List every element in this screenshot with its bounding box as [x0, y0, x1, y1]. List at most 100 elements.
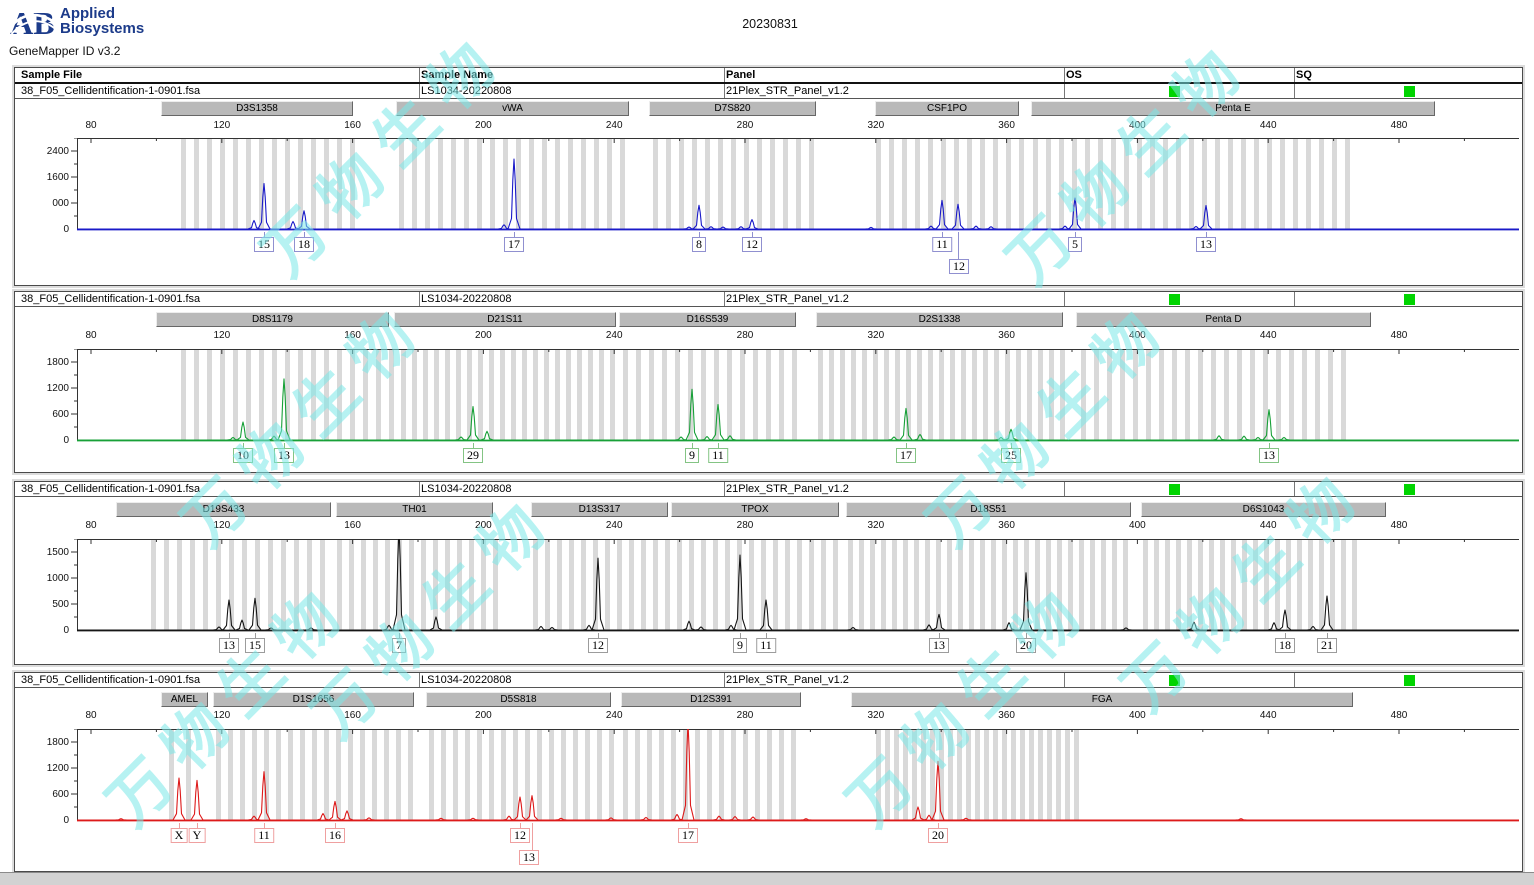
- x-axis-label: 480: [1390, 120, 1408, 131]
- x-axis-label: 440: [1259, 520, 1277, 531]
- allele-label[interactable]: 15: [245, 638, 265, 653]
- allele-leader-line: [938, 823, 939, 828]
- sample-file-cell: 38_F05_Cellidentification-1-0901.fsa: [21, 483, 201, 495]
- allele-label[interactable]: 17: [678, 828, 698, 843]
- allele-label[interactable]: Y: [188, 828, 206, 843]
- allele-label[interactable]: X: [170, 828, 188, 843]
- x-axis-label: 480: [1390, 520, 1408, 531]
- x-axis-label: 400: [1129, 330, 1146, 341]
- column-divider: [419, 673, 420, 687]
- allele-label[interactable]: 13: [1196, 237, 1216, 252]
- horizontal-scrollbar[interactable]: [0, 872, 1534, 885]
- marker-box-D12S391: D12S391: [621, 692, 801, 707]
- allele-label[interactable]: 13: [219, 638, 239, 653]
- allele-leader-line: [1327, 633, 1328, 638]
- column-divider: [1294, 482, 1295, 496]
- marker-box-D13S317: D13S317: [531, 502, 668, 517]
- allele-label[interactable]: 9: [685, 448, 699, 463]
- allele-leader-line: [179, 823, 180, 828]
- allele-leader-line: [906, 443, 907, 448]
- y-axis-label: 1200: [46, 383, 69, 394]
- sample-row[interactable]: 38_F05_Cellidentification-1-0901.fsa LS10…: [15, 292, 1522, 307]
- y-axis-label: 0: [63, 224, 69, 235]
- allele-label[interactable]: 15: [254, 237, 274, 252]
- allele-label[interactable]: 7: [392, 638, 406, 653]
- sample-row[interactable]: 38_F05_Cellidentification-1-0901.fsa LS10…: [15, 673, 1522, 688]
- allele-label[interactable]: 11: [708, 448, 728, 463]
- y-axis-label: 0: [63, 625, 69, 636]
- allele-label[interactable]: 21: [1317, 638, 1337, 653]
- allele-label[interactable]: 17: [504, 237, 524, 252]
- y-axis-label: 1800: [46, 357, 69, 368]
- x-axis-label: 360: [998, 330, 1015, 341]
- plot-canvas-black-trace: [71, 539, 1519, 632]
- sample-row[interactable]: 38_F05_Cellidentification-1-0901.fsa LS10…: [15, 482, 1522, 497]
- allele-label[interactable]: 12: [742, 237, 762, 252]
- allele-label[interactable]: 12: [510, 828, 530, 843]
- allele-label[interactable]: 18: [294, 237, 314, 252]
- sample-file-cell: 38_F05_Cellidentification-1-0901.fsa: [21, 674, 201, 686]
- column-divider: [1294, 292, 1295, 306]
- sq-indicator: [1404, 86, 1415, 97]
- allele-label[interactable]: 12: [949, 259, 969, 274]
- marker-box-TPOX: TPOX: [671, 502, 839, 517]
- allele-label[interactable]: 25: [1001, 448, 1021, 463]
- x-axis-label: 280: [736, 520, 754, 531]
- allele-label[interactable]: 13: [274, 448, 294, 463]
- allele-label[interactable]: 5: [1068, 237, 1082, 252]
- allele-label[interactable]: 10: [233, 448, 253, 463]
- allele-label[interactable]: 9: [733, 638, 747, 653]
- column-divider: [419, 84, 420, 98]
- marker-box-AMEL: AMEL: [161, 692, 208, 707]
- sq-indicator: [1404, 484, 1415, 495]
- allele-label[interactable]: 13: [1259, 448, 1279, 463]
- x-axis-label: 120: [213, 120, 231, 131]
- allele-label[interactable]: 18: [1275, 638, 1295, 653]
- allele-label[interactable]: 11: [932, 237, 952, 252]
- allele-label[interactable]: 20: [1016, 638, 1036, 653]
- allele-label[interactable]: 11: [254, 828, 274, 843]
- x-axis-label: 120: [213, 330, 231, 341]
- allele-leader-line: [598, 633, 599, 638]
- x-axis-label: 280: [736, 120, 754, 131]
- y-axis-label: 2400: [46, 146, 69, 157]
- x-axis-label: 200: [475, 330, 492, 341]
- marker-box-CSF1PO: CSF1PO: [875, 101, 1019, 116]
- column-divider: [724, 84, 725, 98]
- x-axis-label: 320: [867, 710, 885, 721]
- x-axis-label: 240: [605, 520, 623, 531]
- x-axis-label: 160: [344, 330, 361, 341]
- column-divider: [1294, 68, 1295, 82]
- marker-box-D3S1358: D3S1358: [161, 101, 353, 116]
- sample-file-cell: 38_F05_Cellidentification-1-0901.fsa: [21, 85, 201, 97]
- allele-label[interactable]: 20: [928, 828, 948, 843]
- x-axis-label: 400: [1129, 710, 1146, 721]
- allele-label[interactable]: 13: [929, 638, 949, 653]
- allele-leader-line: [304, 232, 305, 237]
- sample-row[interactable]: 38_F05_Cellidentification-1-0901.fsa LS10…: [15, 84, 1522, 99]
- marker-box-D8S1179: D8S1179: [156, 312, 389, 327]
- x-axis-label: 480: [1390, 710, 1408, 721]
- allele-leader-line: [514, 232, 515, 237]
- allele-label[interactable]: 11: [756, 638, 776, 653]
- marker-box-D6S1043: D6S1043: [1141, 502, 1386, 517]
- allele-label[interactable]: 16: [325, 828, 345, 843]
- allele-label[interactable]: 13: [519, 850, 539, 865]
- column-divider: [419, 292, 420, 306]
- allele-leader-line: [229, 633, 230, 638]
- y-axis-label: 0: [63, 815, 69, 826]
- allele-label[interactable]: 29: [463, 448, 483, 463]
- x-axis-label: 440: [1259, 120, 1277, 131]
- allele-leader-line: [255, 633, 256, 638]
- allele-leader-line: [264, 823, 265, 828]
- allele-label[interactable]: 17: [896, 448, 916, 463]
- allele-label[interactable]: 12: [588, 638, 608, 653]
- x-axis-label: 320: [867, 520, 885, 531]
- column-divider: [1064, 84, 1065, 98]
- column-divider: [724, 292, 725, 306]
- marker-box-D1S1656: D1S1656: [213, 692, 414, 707]
- allele-label[interactable]: 8: [692, 237, 706, 252]
- y-axis-label: 0: [63, 435, 69, 446]
- allele-leader-line: [688, 823, 689, 828]
- column-divider: [724, 68, 725, 82]
